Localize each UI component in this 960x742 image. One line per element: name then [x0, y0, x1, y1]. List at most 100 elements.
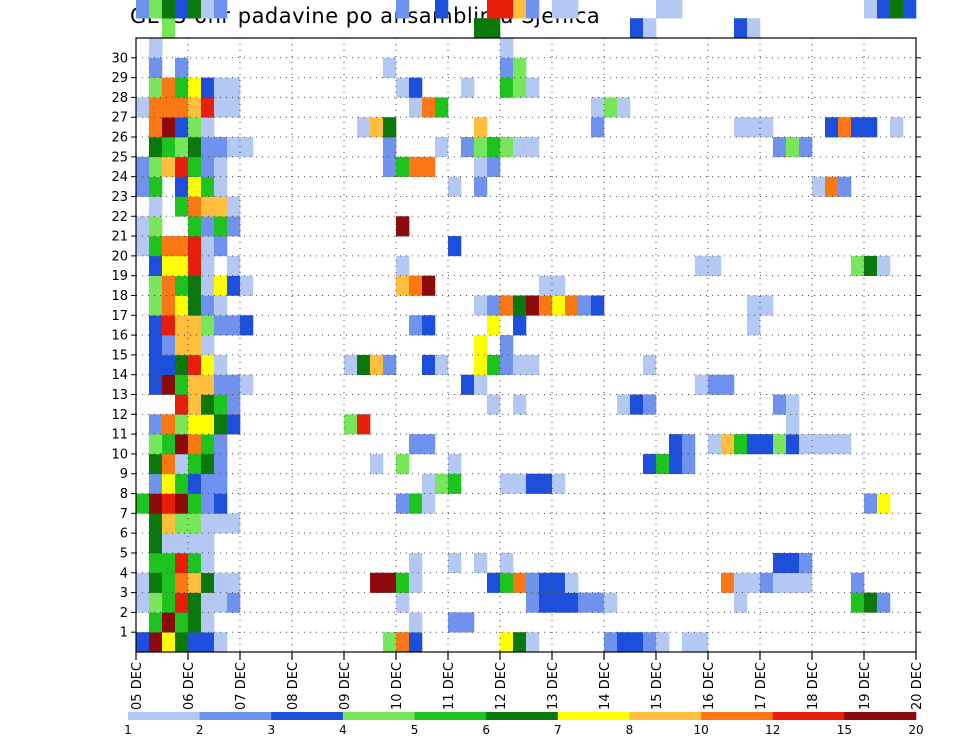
y-axis: 1234567891011121314151617181920212223242…: [111, 51, 921, 641]
heatmap-cell: [812, 176, 826, 197]
heatmap-cell: [799, 434, 813, 455]
heatmap-cell: [474, 335, 488, 356]
heatmap-cell: [188, 196, 202, 217]
heatmap-cell: [188, 612, 202, 633]
y-tick-label: 7: [120, 507, 128, 522]
x-tick-label: 13 DEC: [546, 662, 561, 710]
heatmap-cell: [175, 57, 189, 78]
y-tick-label: 30: [111, 51, 128, 66]
y-tick-label: 23: [111, 190, 128, 205]
heatmap-cell: [630, 18, 644, 39]
heatmap-cell: [201, 295, 215, 316]
heatmap-cell: [188, 315, 202, 336]
heatmap-cell: [773, 572, 787, 593]
x-tick-label: 07 DEC: [234, 662, 249, 710]
heatmap-cell: [656, 632, 670, 653]
grid-lines: [136, 38, 916, 652]
heatmap-cell: [149, 493, 163, 514]
heatmap-cell: [201, 453, 215, 475]
heatmap-cell: [734, 434, 748, 455]
heatmap-cell: [487, 572, 501, 593]
heatmap-cell: [175, 295, 189, 316]
heatmap-cell: [227, 394, 241, 415]
heatmap-cell: [149, 38, 163, 59]
y-tick-label: 11: [111, 428, 128, 443]
heatmap-cell: [643, 18, 657, 39]
heatmap-cell: [214, 572, 228, 593]
heatmap-cell: [227, 196, 241, 217]
heatmap-cell: [747, 117, 761, 138]
heatmap-cell: [149, 354, 163, 376]
heatmap-cell: [773, 552, 787, 574]
heatmap-cell: [825, 117, 839, 138]
y-tick-label: 2: [120, 606, 128, 621]
heatmap-cell: [760, 572, 774, 593]
legend-label: 3: [267, 723, 275, 737]
legend-label: 20: [908, 723, 923, 737]
heatmap-cell: [838, 434, 852, 455]
heatmap-cell: [682, 434, 696, 455]
heatmap-cell: [448, 552, 462, 574]
heatmap-cell: [240, 315, 254, 336]
heatmap-cell: [162, 513, 176, 534]
heatmap-cell: [188, 513, 202, 534]
heatmap-cell: [513, 572, 527, 593]
heatmap-cell: [162, 275, 176, 296]
heatmap-cell: [214, 295, 228, 316]
heatmap-cell: [474, 137, 488, 158]
heatmap-cell: [838, 176, 852, 197]
y-tick-label: 17: [111, 309, 128, 324]
y-tick-label: 22: [111, 210, 128, 225]
heatmap-cell: [227, 255, 241, 276]
heatmap-cell: [149, 236, 163, 257]
heatmap-cell: [396, 453, 410, 475]
legend-label: 8: [626, 723, 634, 737]
heatmap-cell: [136, 0, 150, 19]
heatmap-cell: [188, 97, 202, 118]
y-tick-label: 1: [120, 626, 128, 641]
heatmap-cell: [162, 236, 176, 257]
heatmap-cell: [461, 374, 475, 395]
heatmap-cell: [513, 315, 527, 336]
legend-swatch: [128, 712, 200, 720]
y-tick-label: 13: [111, 388, 128, 403]
heatmap-cell: [552, 592, 566, 613]
heatmap-cell: [422, 275, 436, 296]
heatmap-cell: [201, 493, 215, 514]
heatmap-cell: [825, 176, 839, 197]
y-tick-label: 4: [120, 566, 128, 581]
heatmap-cell: [695, 632, 709, 653]
heatmap-cell: [214, 97, 228, 118]
heatmap-cell: [227, 315, 241, 336]
heatmap-cell: [487, 18, 501, 39]
heatmap-cell: [201, 354, 215, 376]
heatmap-cell: [175, 176, 189, 197]
heatmap-cell: [214, 77, 228, 98]
heatmap-cell: [162, 374, 176, 395]
heatmap-cell: [149, 473, 163, 494]
heatmap-cell: [513, 57, 527, 78]
heatmap-cell: [396, 255, 410, 276]
heatmap-cell: [864, 255, 878, 276]
heatmap-cell: [149, 513, 163, 534]
heatmap-cell: [526, 632, 540, 653]
legend-swatch: [486, 712, 559, 720]
heatmap-cell: [877, 493, 891, 514]
heatmap-cell: [201, 552, 215, 574]
legend-label: 2: [196, 723, 204, 737]
heatmap-cell: [188, 275, 202, 296]
heatmap-cell: [435, 97, 449, 118]
y-tick-label: 3: [120, 586, 128, 601]
heatmap-cell: [747, 295, 761, 316]
legend-label: 12: [765, 723, 780, 737]
heatmap-cell: [396, 572, 410, 593]
heatmap-cell: [175, 572, 189, 593]
heatmap-cell: [565, 0, 579, 19]
heatmap-cell: [162, 473, 176, 494]
heatmap-cell: [747, 434, 761, 455]
heatmap-cell: [448, 453, 462, 475]
y-tick-label: 29: [111, 71, 128, 86]
heatmap-cell: [201, 0, 215, 19]
heatmap-cell: [149, 572, 163, 593]
heatmap-cell: [513, 77, 527, 98]
